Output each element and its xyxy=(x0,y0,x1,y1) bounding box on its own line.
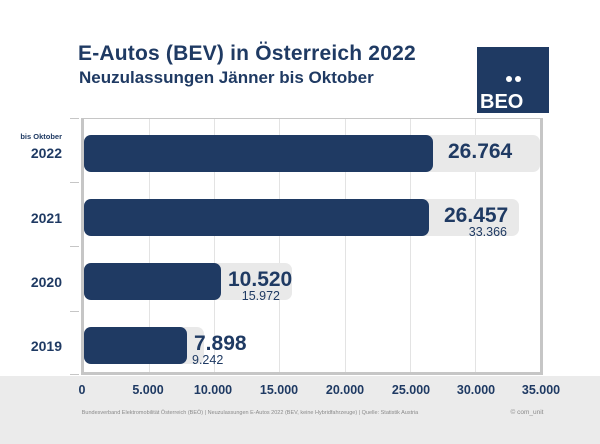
chart-subtitle: Neuzulassungen Jänner bis Oktober xyxy=(79,68,374,87)
y-axis-tick xyxy=(70,374,79,375)
y-axis-tick xyxy=(70,182,79,183)
gridline xyxy=(279,119,280,372)
fullyear-label-2019: 9.242 xyxy=(192,353,224,367)
x-axis-tick-label: 20.000 xyxy=(325,383,365,397)
bar-row-2020: 10.520 15.972 xyxy=(84,263,540,303)
x-axis-tick-label: 5.000 xyxy=(132,383,164,397)
bar-2022 xyxy=(84,135,433,172)
bar-2021 xyxy=(84,199,429,236)
bar-row-2022: 26.764 xyxy=(84,135,540,172)
year-label-2021: 2021 xyxy=(30,210,62,226)
gridline xyxy=(214,119,215,372)
value-label-2019: 7.898 xyxy=(194,332,247,355)
bar-row-2019: 7.898 9.242 xyxy=(84,327,540,367)
x-axis-tick-label: 25.000 xyxy=(391,383,431,397)
bar-row-2021: 26.457 33.366 xyxy=(84,199,540,239)
logo-dots-icon xyxy=(506,76,521,82)
x-axis-tick-label: 0 xyxy=(78,383,86,397)
beo-logo: BEO xyxy=(477,47,549,113)
gridline xyxy=(475,119,476,372)
gridline xyxy=(345,119,346,372)
plot-area: 26.764 26.457 33.366 10.520 15.972 7.898… xyxy=(81,118,543,375)
chart-title: E-Autos (BEV) in Österreich 2022 xyxy=(78,42,416,65)
gridline xyxy=(149,119,150,372)
bar-2019 xyxy=(84,327,187,364)
value-label-2020: 10.520 xyxy=(228,268,293,291)
y-axis-tick xyxy=(70,311,79,312)
x-axis-tick-label: 15.000 xyxy=(259,383,299,397)
year-label-2020: 2020 xyxy=(30,274,62,290)
fullyear-label-2020: 15.972 xyxy=(241,289,280,303)
gridline xyxy=(410,119,411,372)
fullyear-label-2021: 33.366 xyxy=(468,225,507,239)
x-axis-tick-label: 30.000 xyxy=(456,383,496,397)
bar-2020 xyxy=(84,263,221,300)
value-label-2022: 26.764 xyxy=(448,140,513,163)
x-axis-tick-label: 10.000 xyxy=(193,383,233,397)
x-axis: 0 5.000 10.000 15.000 20.000 25.000 30.0… xyxy=(78,383,561,399)
source-text: Bundesverband Elektromobilität Österreic… xyxy=(81,410,419,416)
axis-note-bis-oktober: bis Oktober xyxy=(20,132,62,141)
logo-text: BEO xyxy=(480,91,524,113)
value-label-2021: 26.457 xyxy=(444,204,509,227)
year-label-2019: 2019 xyxy=(30,338,62,354)
year-label-2022: 2022 xyxy=(30,145,62,161)
x-axis-tick-label: 35.000 xyxy=(521,383,561,397)
y-axis-tick xyxy=(70,246,79,247)
copyright-text: © com_unit xyxy=(510,409,544,416)
y-axis-tick xyxy=(70,118,79,119)
